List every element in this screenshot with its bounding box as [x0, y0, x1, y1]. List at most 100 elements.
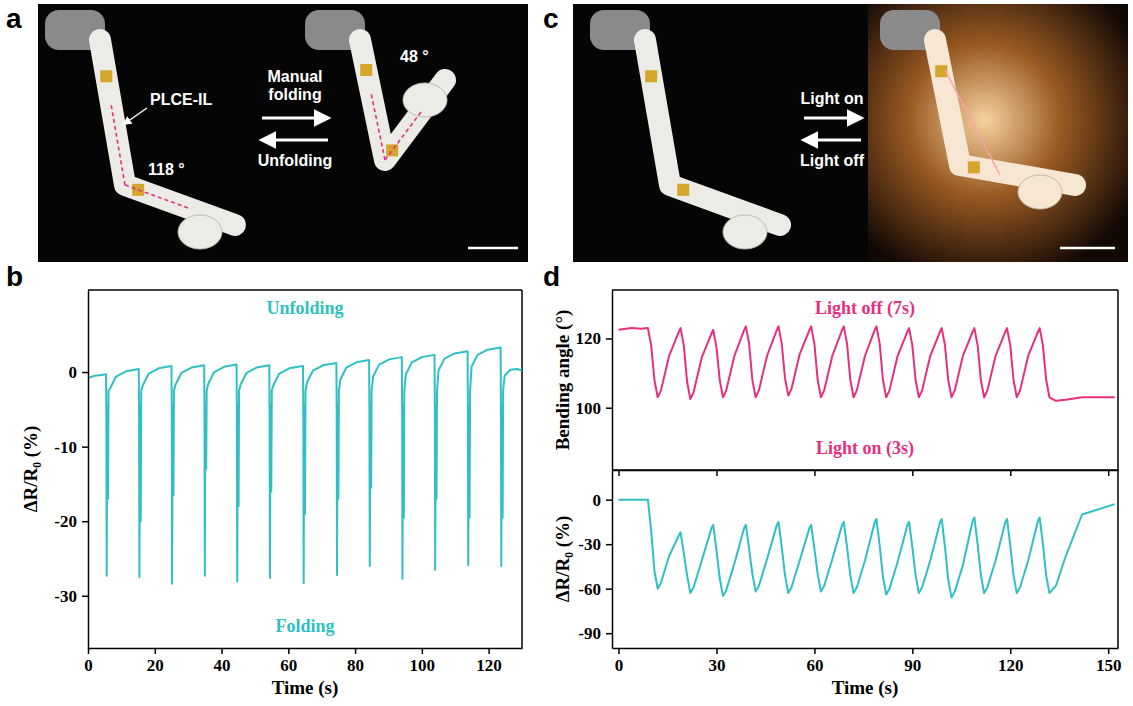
data-line: [619, 326, 1115, 400]
x-axis: 0306090120150: [613, 648, 1122, 675]
x-axis-line: [613, 470, 1119, 472]
tick: 0: [84, 648, 93, 675]
panel-letter: a: [6, 3, 22, 34]
frame-right: [1117, 470, 1119, 648]
tick: 150: [1096, 648, 1122, 675]
scale-bar: [468, 247, 518, 250]
tick-label: 0: [593, 491, 602, 510]
tick-label: 120: [576, 329, 602, 348]
tick-mark: [82, 446, 88, 448]
tick-mark: [618, 648, 620, 654]
tick-mark: [606, 633, 612, 635]
forward-arrow: [262, 117, 328, 120]
angle-label: 48 °: [400, 48, 429, 65]
panel-letter: d: [543, 261, 560, 292]
y-axis-title: ΔR/R₀ (%): [20, 426, 42, 513]
tick-label: 30: [708, 656, 725, 675]
frame-right: [1117, 290, 1119, 470]
tick: -10: [54, 438, 88, 457]
tick-label: 60: [280, 656, 297, 675]
y-axis-title: Bending angle (°): [552, 310, 574, 451]
tick-label: 150: [1096, 656, 1122, 675]
annotation: Unfolding: [266, 298, 343, 318]
tick: 60: [806, 648, 823, 675]
x-axis-title: Time (s): [272, 677, 339, 699]
tick: 30: [708, 648, 725, 675]
chart: 100120Bending angle (°)Light off (7s)Lig…: [552, 290, 1119, 476]
tape: [360, 64, 372, 76]
tick-label: 90: [904, 656, 921, 675]
tick-label: 0: [84, 656, 93, 675]
callout-arrow: [124, 108, 147, 124]
tick-mark: [1010, 648, 1012, 654]
film: [945, 70, 1000, 175]
callout-label: PLCE-IL: [150, 91, 212, 108]
tick-label: 0: [615, 656, 624, 675]
tick: 0: [593, 491, 613, 510]
angle-guide: [371, 94, 385, 160]
annotation: Folding: [275, 616, 334, 636]
tick-mark: [1108, 648, 1110, 654]
tick: 60: [280, 648, 297, 675]
tape: [968, 161, 980, 173]
tape: [100, 70, 112, 82]
photo-c: Light onLight off: [573, 4, 1128, 262]
robot-wheel: [178, 215, 222, 249]
backward-label: Light off: [800, 152, 865, 169]
data-line: [619, 500, 1115, 598]
tick: 120: [476, 648, 502, 675]
tick: -30: [578, 535, 612, 554]
tick-label: -30: [54, 587, 77, 606]
tick: 100: [410, 648, 436, 675]
tick: -90: [578, 624, 612, 643]
tick-mark: [912, 648, 914, 654]
tick: 80: [347, 648, 364, 675]
tick-mark: [606, 499, 612, 501]
tick-label: 100: [576, 399, 602, 418]
tick: 0: [615, 648, 624, 675]
frame-top: [88, 289, 522, 291]
tick-label: 120: [476, 656, 502, 675]
tick-mark: [88, 648, 90, 654]
tick-label: -60: [578, 580, 601, 599]
tick-mark: [82, 521, 88, 523]
x-axis: 020406080100120: [84, 648, 522, 675]
tick-mark: [716, 648, 718, 654]
photo-background: [573, 4, 1128, 262]
scale-bar: [1060, 247, 1115, 250]
tick-mark: [814, 470, 816, 476]
annotation: Light on (3s): [816, 438, 914, 459]
tick-label: -30: [578, 535, 601, 554]
tick: 0: [69, 363, 89, 382]
chart: 020406080100120-30-20-100Time (s)ΔR/R₀ (…: [20, 290, 523, 699]
tick-mark: [288, 648, 290, 654]
robot-wheel: [1018, 175, 1062, 209]
tape: [677, 184, 689, 196]
tape: [386, 144, 398, 156]
forward-label-line: folding: [268, 86, 321, 103]
tick-mark: [814, 648, 816, 654]
tick: 90: [904, 648, 921, 675]
y-axis: 100 120: [576, 291, 613, 471]
frame-right: [521, 290, 523, 648]
plot-area: [619, 500, 1115, 598]
panel-letter: c: [543, 3, 559, 34]
angle-guide: [385, 112, 421, 160]
angle-guide: [111, 105, 125, 185]
tick-mark: [618, 470, 620, 476]
robot-arm: [645, 40, 780, 225]
tick: -30: [54, 587, 88, 606]
robot-wheel: [723, 215, 767, 249]
y-axis-line: [612, 471, 614, 649]
robot-arm: [100, 40, 235, 225]
forward-label-line: Manual: [267, 68, 322, 85]
y-axis: -30-20-100: [54, 291, 88, 649]
plot-area: [88, 347, 522, 583]
x-axis-title: Time (s): [832, 677, 899, 699]
tick: 100: [576, 399, 613, 418]
figure: PLCE-IL118 °48 °ManualfoldingUnfoldingaL…: [0, 0, 1133, 706]
tick-mark: [82, 596, 88, 598]
backward-arrow: [262, 139, 328, 142]
backward-label: Unfolding: [258, 152, 333, 169]
tick: 40: [214, 648, 231, 675]
